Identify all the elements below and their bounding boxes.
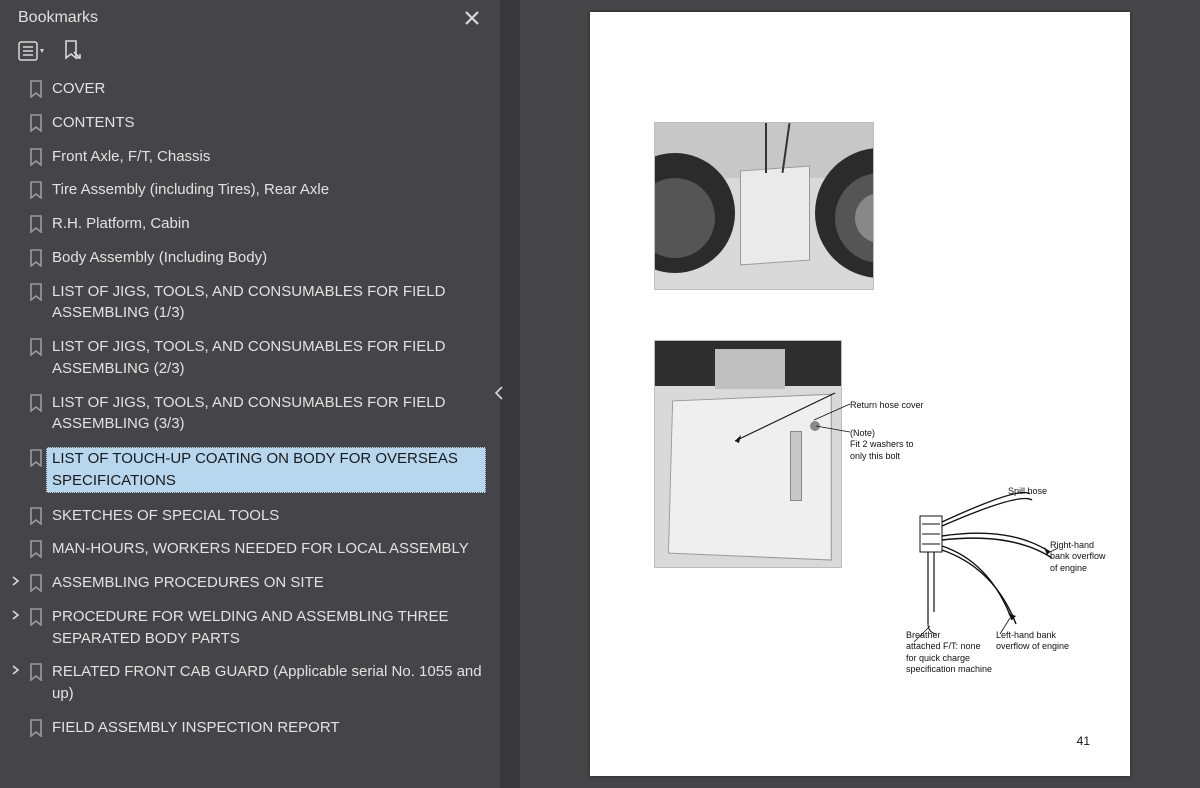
bookmark-icon [26,505,46,525]
expand-chevron-icon [6,179,26,182]
bookmark-item[interactable]: PROCEDURE FOR WELDING AND ASSEMBLING THR… [4,600,492,656]
bookmark-label: SKETCHES OF SPECIAL TOOLS [46,505,486,527]
bookmark-label: LIST OF JIGS, TOOLS, AND CONSUMABLES FOR… [46,281,486,325]
document-viewport[interactable]: Return hose cover (Note) Fit 2 washers t… [520,0,1200,788]
bookmark-item[interactable]: R.H. Platform, Cabin [4,207,492,241]
expand-chevron-icon [6,392,26,395]
bookmark-icon [26,447,46,467]
annot-spill-hose: Spill hose [1008,486,1047,497]
bookmark-label: LIST OF TOUCH-UP COATING ON BODY FOR OVE… [46,447,486,493]
expand-chevron-icon [6,336,26,339]
bookmark-item[interactable]: Body Assembly (Including Body) [4,241,492,275]
bookmark-label: ASSEMBLING PROCEDURES ON SITE [46,572,486,594]
bookmark-label: FIELD ASSEMBLY INSPECTION REPORT [46,717,486,739]
bookmark-item[interactable]: MAN-HOURS, WORKERS NEEDED FOR LOCAL ASSE… [4,532,492,566]
bookmark-label: COVER [46,78,486,100]
bookmark-item[interactable]: LIST OF JIGS, TOOLS, AND CONSUMABLES FOR… [4,330,492,386]
bookmark-icon [26,146,46,166]
expand-chevron-icon [6,146,26,149]
expand-chevron-icon [6,505,26,508]
expand-chevron-icon[interactable] [6,661,26,676]
expand-chevron-icon [6,281,26,284]
bookmark-label: LIST OF JIGS, TOOLS, AND CONSUMABLES FOR… [46,392,486,436]
bookmark-item[interactable]: LIST OF JIGS, TOOLS, AND CONSUMABLES FOR… [4,275,492,331]
bookmark-icon [26,213,46,233]
bookmark-label: R.H. Platform, Cabin [46,213,486,235]
expand-chevron-icon [6,78,26,81]
annot-left-bank: Left-hand bank overflow of engine [996,630,1069,653]
bookmark-icon [26,112,46,132]
bookmark-item[interactable]: SKETCHES OF SPECIAL TOOLS [4,499,492,533]
annot-note: (Note) Fit 2 washers to only this bolt [850,428,914,462]
outline-options-icon[interactable] [18,41,46,61]
sidebar-header: Bookmarks [0,0,500,34]
page-number: 41 [1077,734,1090,748]
bookmark-icon [26,392,46,412]
expand-chevron-icon [6,247,26,250]
bookmark-item[interactable]: CONTENTS [4,106,492,140]
expand-chevron-icon[interactable] [6,572,26,587]
bookmark-label: LIST OF JIGS, TOOLS, AND CONSUMABLES FOR… [46,336,486,380]
expand-chevron-icon [6,447,26,450]
bookmark-list[interactable]: COVER CONTENTS Front Axle, F/T, Chassis Tir… [0,72,500,788]
bookmark-item[interactable]: Front Axle, F/T, Chassis [4,140,492,174]
bookmark-label: Front Axle, F/T, Chassis [46,146,486,168]
panel-divider[interactable] [500,0,520,788]
bookmark-icon [26,717,46,737]
annot-right-bank: Right-hand bank overflow of engine [1050,540,1106,574]
figure-photo-2 [654,340,842,568]
sidebar-toolbar [0,34,500,72]
bookmark-icon [26,281,46,301]
bookmark-item[interactable]: FIELD ASSEMBLY INSPECTION REPORT [4,711,492,745]
close-icon[interactable] [458,8,486,28]
bookmark-icon [26,661,46,681]
annot-return-hose: Return hose cover [850,400,924,411]
bookmark-item[interactable]: LIST OF TOUCH-UP COATING ON BODY FOR OVE… [4,441,492,499]
bookmark-icon [26,247,46,267]
bookmark-item[interactable]: COVER [4,72,492,106]
annot-breather: Breather attached F/T: none for quick ch… [906,630,992,675]
current-bookmark-icon[interactable] [62,40,82,62]
sidebar-title: Bookmarks [18,9,98,27]
expand-chevron-icon [6,538,26,541]
collapse-arrow-icon[interactable] [494,386,504,400]
pdf-page: Return hose cover (Note) Fit 2 washers t… [590,12,1130,776]
bookmark-icon [26,572,46,592]
bookmark-label: Tire Assembly (including Tires), Rear Ax… [46,179,486,201]
bookmark-item[interactable]: LIST OF JIGS, TOOLS, AND CONSUMABLES FOR… [4,386,492,442]
bookmark-item[interactable]: ASSEMBLING PROCEDURES ON SITE [4,566,492,600]
expand-chevron-icon[interactable] [6,606,26,621]
bookmark-icon [26,179,46,199]
bookmark-label: Body Assembly (Including Body) [46,247,486,269]
bookmarks-panel: Bookmarks COVER CONTENTS Front Axle, F/T, … [0,0,500,788]
bookmark-label: CONTENTS [46,112,486,134]
bookmark-label: PROCEDURE FOR WELDING AND ASSEMBLING THR… [46,606,486,650]
bookmark-label: MAN-HOURS, WORKERS NEEDED FOR LOCAL ASSE… [46,538,486,560]
leader-line [810,398,854,438]
bookmark-item[interactable]: RELATED FRONT CAB GUARD (Applicable seri… [4,655,492,711]
bookmark-icon [26,606,46,626]
figure-photo-1 [654,122,874,290]
bookmark-item[interactable]: Tire Assembly (including Tires), Rear Ax… [4,173,492,207]
bookmark-icon [26,336,46,356]
bookmark-icon [26,538,46,558]
expand-chevron-icon [6,717,26,720]
expand-chevron-icon [6,112,26,115]
expand-chevron-icon [6,213,26,216]
bookmark-label: RELATED FRONT CAB GUARD (Applicable seri… [46,661,486,705]
bookmark-icon [26,78,46,98]
